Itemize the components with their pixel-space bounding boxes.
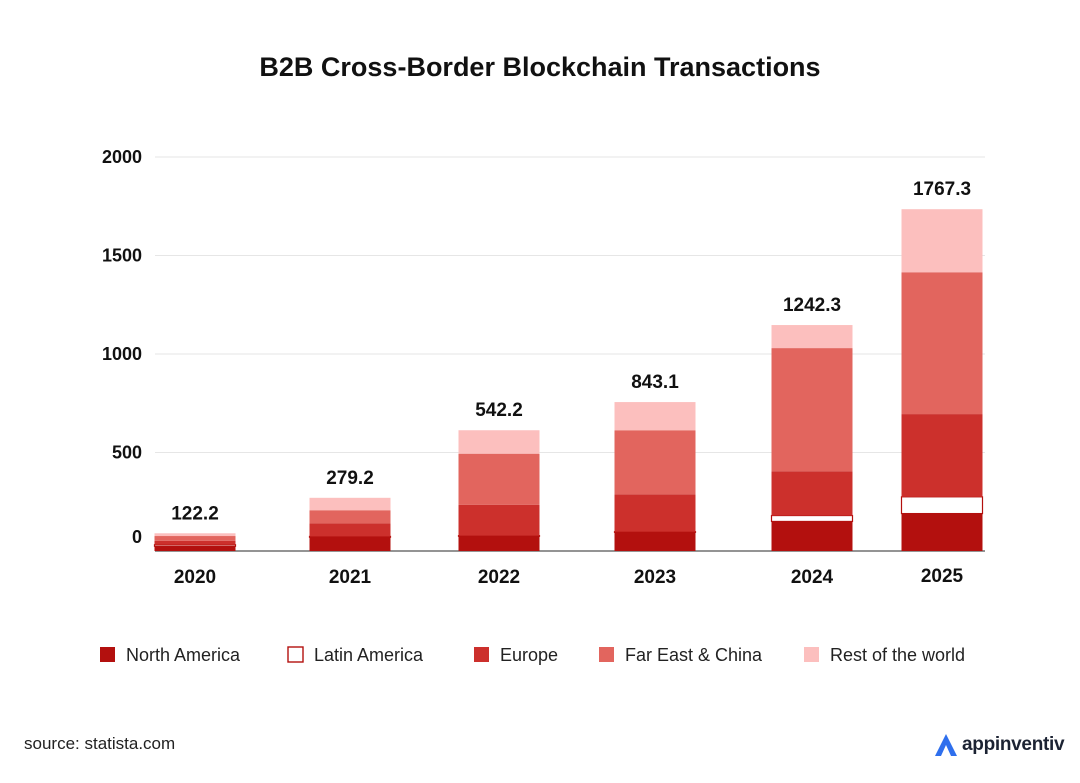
x-tick-label: 2023	[634, 567, 676, 588]
bar-segment	[153, 544, 237, 547]
y-tick-label: 1000	[102, 344, 142, 364]
chart-title: B2B Cross-Border Blockchain Transactions	[259, 52, 821, 82]
legend-swatch	[599, 647, 614, 662]
bar-segment	[901, 513, 983, 551]
bar-segment	[614, 402, 696, 431]
x-tick-label: 2025	[921, 566, 964, 587]
bar-total-label: 1767.3	[913, 179, 971, 200]
x-tick-label: 2021	[329, 567, 372, 588]
bar-segment	[458, 430, 540, 454]
source-note: source: statista.com	[24, 734, 176, 753]
bar-total-label: 843.1	[631, 372, 679, 393]
bar-segment	[770, 514, 854, 523]
labels: 0 500 1000 1500 2000 122.2 2020 279.2 2021 542.2 2…	[102, 147, 971, 588]
y-tick-label: 2000	[102, 147, 142, 167]
bar-segment	[308, 535, 392, 538]
bar-segment	[771, 348, 853, 472]
brand-name: appinventiv	[962, 734, 1065, 755]
y-tick-label: 1500	[102, 246, 142, 266]
bar-segment	[614, 494, 696, 532]
x-tick-label: 2022	[478, 567, 520, 588]
bar-total-label: 122.2	[171, 503, 219, 524]
x-tick-label: 2020	[174, 567, 216, 588]
brand-logo: appinventiv	[932, 731, 1065, 759]
bar-segment	[458, 504, 540, 536]
bar-segment	[771, 521, 853, 551]
bar-segment	[900, 496, 984, 515]
bar-segment	[309, 510, 391, 524]
legend-swatch	[100, 647, 115, 662]
bar-total-label: 279.2	[326, 468, 374, 489]
bar-segment	[457, 535, 541, 537]
bar-segment	[309, 523, 391, 537]
legend-swatch	[804, 647, 819, 662]
x-tick-label: 2024	[791, 567, 834, 588]
y-tick-label: 0	[132, 527, 142, 547]
legend-swatch	[474, 647, 489, 662]
legend: North America Latin America Europe Far East…	[100, 645, 965, 665]
y-tick-label: 500	[112, 443, 142, 463]
bar-segment	[154, 536, 236, 541]
bar-segment	[154, 533, 236, 537]
bars	[153, 209, 984, 551]
bar-segment	[458, 536, 540, 551]
gridlines	[155, 156, 985, 552]
bar-segment	[154, 540, 236, 545]
bar-segment	[771, 471, 853, 516]
bar-segment	[901, 272, 983, 415]
bar-segment	[614, 532, 696, 551]
legend-swatch	[287, 646, 304, 663]
bar-segment	[309, 497, 391, 511]
legend-label: North America	[126, 645, 241, 665]
legend-label: Europe	[500, 645, 558, 665]
bar-total-label: 542.2	[475, 400, 523, 421]
legend-label: Rest of the world	[830, 645, 965, 665]
bar-segment	[154, 546, 236, 551]
bar-segment	[458, 453, 540, 505]
stacked-bar-chart: 0 500 1000 1500 2000 122.2 2020 279.2 2021 542.2 2…	[100, 147, 985, 665]
legend-label: Latin America	[314, 645, 424, 665]
bar-segment	[901, 209, 983, 273]
legend-label: Far East & China	[625, 645, 763, 665]
bar-segment	[901, 414, 983, 497]
bar-segment	[771, 325, 853, 349]
bar-segment	[309, 537, 391, 551]
bar-segment	[614, 430, 696, 495]
bar-total-label: 1242.3	[783, 295, 841, 316]
appinventiv-logo-icon	[935, 734, 957, 756]
bar-segment	[613, 531, 697, 533]
